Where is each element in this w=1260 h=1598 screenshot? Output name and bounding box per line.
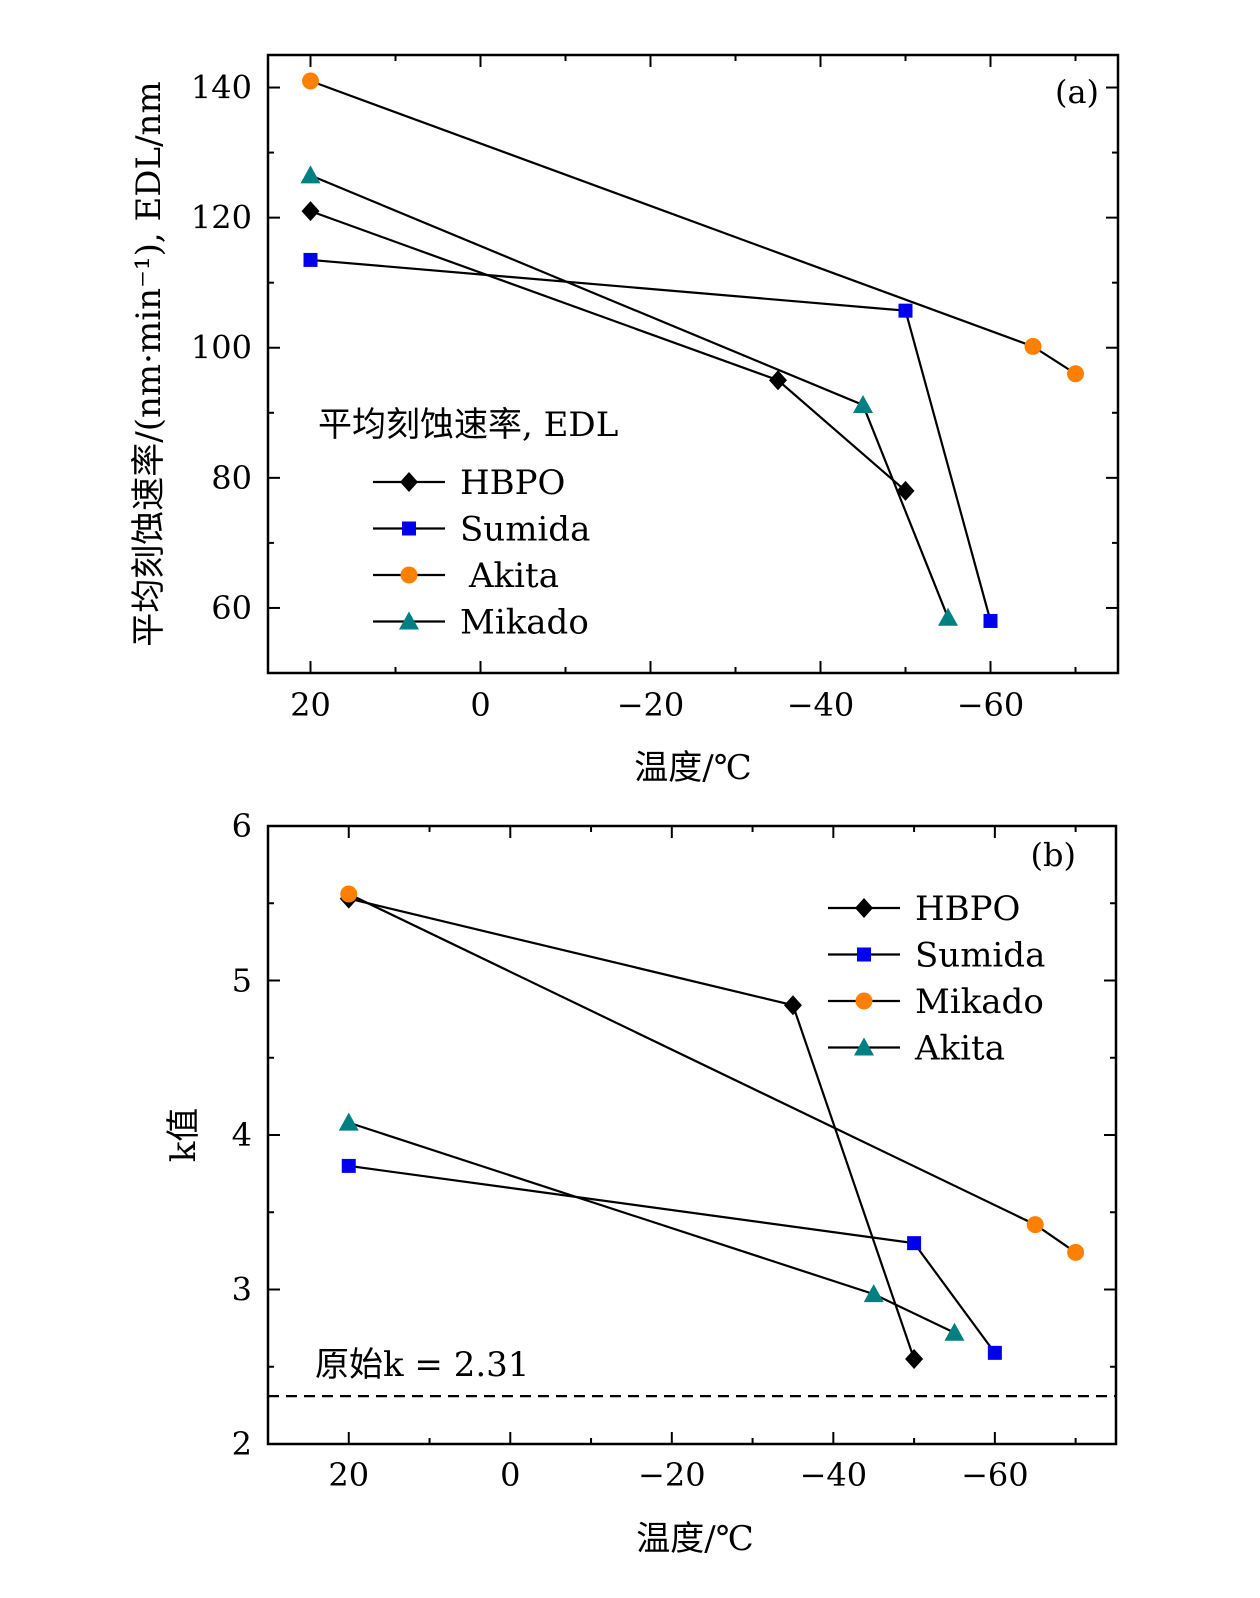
- legend-marker-sumida: [857, 947, 871, 962]
- data-point-hbpo: [905, 1349, 924, 1370]
- y-tick-label: 60: [211, 589, 252, 627]
- series-line-hbpo: [348, 897, 916, 1360]
- y-tick-label: 100: [191, 329, 252, 367]
- x-tick-label: 0: [500, 1456, 520, 1494]
- data-point-mikado: [1026, 1216, 1044, 1234]
- legend-marker-mikado: [399, 611, 419, 630]
- legend-label-sumida: Sumida: [460, 510, 590, 550]
- panel-a-data-points: [300, 72, 1084, 628]
- legend-label-akita: Akita: [914, 1029, 1005, 1069]
- y-tick-label: 80: [211, 459, 252, 497]
- data-point-hbpo: [301, 201, 320, 222]
- series-line-sumida: [348, 1164, 996, 1354]
- data-point-akita: [1024, 337, 1042, 355]
- legend-marker-akita: [854, 1037, 874, 1056]
- series-line-mikado: [310, 174, 950, 619]
- panel-a-x-axis-title: 温度/℃: [634, 748, 752, 788]
- panel-b-tick-labels: 20 0 −20 −40 −60 2 3 4 5 6: [232, 807, 1029, 1494]
- panel-b-label: (b): [1031, 836, 1076, 874]
- x-tick-label: −60: [961, 1456, 1029, 1494]
- chart-panel-b: 20 0 −20 −40 −60 2 3 4 5 6 (b) 温度/℃ k值 原始k = 2.31…: [164, 807, 1118, 1559]
- data-point-akita: [863, 1284, 884, 1303]
- legend-marker-hbpo: [855, 898, 873, 918]
- legend-label-mikado: Mikado: [460, 603, 589, 643]
- legend-marker-sumida: [402, 521, 416, 536]
- x-tick-label: −40: [787, 686, 855, 724]
- x-tick-label: −40: [800, 1456, 868, 1494]
- y-tick-label: 2: [232, 1425, 252, 1463]
- panel-b-data-points: [338, 885, 1085, 1370]
- series-line-hbpo: [310, 210, 907, 492]
- legend-marker-hbpo: [400, 472, 418, 492]
- data-point-sumida: [898, 303, 913, 318]
- legend-label-mikado: Mikado: [915, 982, 1044, 1022]
- x-tick-label: −20: [617, 686, 685, 724]
- data-point-hbpo: [783, 995, 802, 1016]
- panel-a-tick-labels: 20 0 −20 −40 −60 60 80 100 120 140: [191, 69, 1024, 724]
- panel-a-ticks: [268, 55, 1118, 673]
- data-point-mikado: [340, 885, 358, 903]
- data-point-sumida: [341, 1158, 356, 1173]
- data-point-mikado: [938, 607, 958, 626]
- legend-label-hbpo: HBPO: [460, 463, 565, 503]
- y-tick-label: 6: [232, 807, 252, 845]
- panel-a-plot-frame: [266, 53, 1120, 675]
- x-tick-label: −20: [638, 1456, 706, 1494]
- data-point-akita: [944, 1322, 965, 1341]
- series-line-akita: [348, 1121, 955, 1334]
- panel-a-label: (a): [1055, 73, 1099, 111]
- y-tick-label: 5: [232, 962, 252, 1000]
- data-point-akita: [302, 72, 319, 90]
- panel-a-legend-title: 平均刻蚀速率, EDL: [318, 405, 618, 445]
- legend-label-sumida: Sumida: [915, 936, 1045, 976]
- panel-a-series-lines: [310, 79, 1077, 622]
- reference-line-label: 原始k = 2.31: [315, 1345, 529, 1385]
- legend-marker-akita: [400, 566, 418, 584]
- legend-marker-mikado: [855, 992, 873, 1010]
- panel-a-legend: HBPO Sumida Akita Mikado: [373, 463, 590, 643]
- y-tick-label: 140: [191, 69, 252, 107]
- chart-panel-a: 20 0 −20 −40 −60 60 80 100 120 140 (a) 温度/℃ 平均刻蚀速…: [129, 53, 1120, 788]
- legend-label-akita: Akita: [468, 556, 559, 596]
- legend-label-hbpo: HBPO: [915, 889, 1020, 929]
- y-tick-label: 120: [191, 199, 252, 237]
- y-tick-label: 3: [232, 1271, 252, 1309]
- panel-b-x-axis-title: 温度/℃: [636, 1519, 754, 1559]
- data-point-mikado: [1067, 1243, 1085, 1261]
- series-line-akita: [310, 79, 1077, 375]
- panel-b-plot-frame: [266, 824, 1118, 1446]
- data-point-hbpo: [896, 480, 915, 501]
- x-tick-label: 0: [470, 686, 490, 724]
- data-point-akita: [338, 1112, 359, 1131]
- data-point-sumida: [987, 1345, 1002, 1360]
- data-point-hbpo: [769, 370, 787, 391]
- y-tick-label: 4: [232, 1116, 252, 1154]
- data-point-sumida: [983, 613, 998, 628]
- x-tick-label: 20: [290, 686, 331, 724]
- data-point-sumida: [303, 252, 318, 267]
- data-point-akita: [1067, 365, 1084, 383]
- data-point-mikado: [853, 394, 873, 413]
- panel-b-legend: HBPO Sumida Mikado Akita: [828, 889, 1045, 1069]
- panel-a-y-axis-title: 平均刻蚀速率/(nm·min⁻¹), EDL/nm: [129, 81, 169, 646]
- data-point-mikado: [300, 165, 321, 184]
- x-tick-label: −60: [957, 686, 1025, 724]
- data-point-sumida: [907, 1236, 922, 1251]
- panel-b-y-axis-title: k值: [164, 1108, 204, 1163]
- x-tick-label: 20: [328, 1456, 369, 1494]
